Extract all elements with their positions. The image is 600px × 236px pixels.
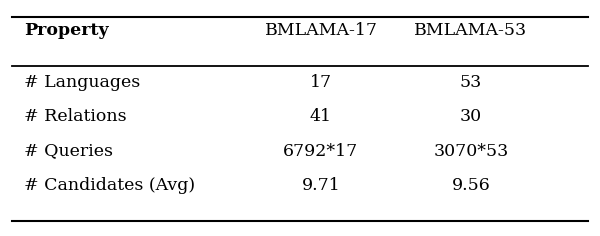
Text: 9.56: 9.56 (452, 177, 490, 194)
Text: 30: 30 (460, 108, 482, 125)
Text: 53: 53 (460, 74, 482, 91)
Text: 9.71: 9.71 (302, 177, 340, 194)
Text: Property: Property (24, 22, 109, 39)
Text: BMLAMA-53: BMLAMA-53 (415, 22, 527, 39)
Text: # Relations: # Relations (24, 108, 127, 125)
Text: 17: 17 (310, 74, 332, 91)
Text: 6792*17: 6792*17 (283, 143, 359, 160)
Text: 41: 41 (310, 108, 332, 125)
Text: # Languages: # Languages (24, 74, 140, 91)
Text: # Candidates (Avg): # Candidates (Avg) (24, 177, 195, 194)
Text: # Queries: # Queries (24, 143, 113, 160)
Text: BMLAMA-17: BMLAMA-17 (265, 22, 377, 39)
Text: 3070*53: 3070*53 (433, 143, 509, 160)
